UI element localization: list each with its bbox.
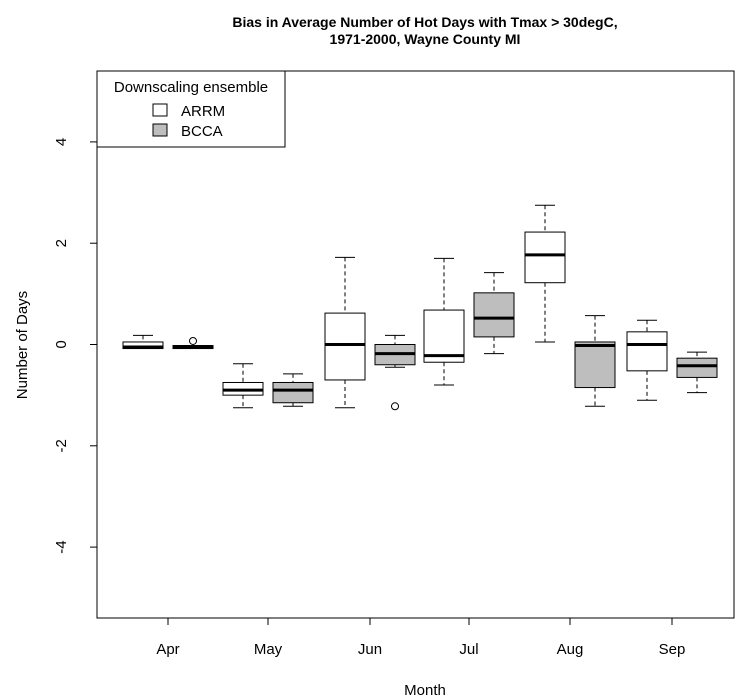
x-tick-label: Jul (459, 641, 478, 658)
y-axis-label: Number of Days (14, 291, 31, 399)
y-tick-label: -2 (53, 439, 70, 452)
chart-title: Bias in Average Number of Hot Days with … (232, 14, 617, 30)
box-bcca-apr (172, 336, 214, 350)
iqr-box (574, 341, 616, 389)
y-tick-label: 4 (53, 138, 70, 146)
box-bcca-may (272, 373, 314, 407)
y-tick-label: -4 (53, 540, 70, 553)
iqr-box (676, 357, 718, 378)
box-arrm-jul (423, 257, 465, 386)
iqr-box (473, 292, 515, 338)
x-tick-label: Jun (358, 641, 382, 658)
y-tick-label: 0 (53, 340, 70, 348)
boxes-group (122, 204, 718, 411)
box-bcca-aug (574, 315, 616, 407)
box-arrm-may (222, 363, 264, 409)
iqr-box (626, 331, 668, 372)
x-tick-label: Aug (557, 641, 584, 658)
outlier-point (189, 336, 197, 345)
x-tick-label: Apr (156, 641, 179, 658)
legend-box (96, 70, 286, 148)
box-bcca-jul (473, 272, 515, 355)
box-arrm-aug (524, 204, 566, 343)
box-bcca-jun (374, 334, 416, 411)
x-axis-label: Month (404, 682, 446, 699)
legend-swatch-bcca (152, 123, 168, 137)
box-bcca-sep (676, 351, 718, 394)
x-axis: Apr May Jun Jul Aug Sep (156, 618, 685, 658)
iqr-box (524, 231, 566, 284)
x-tick-label: Sep (659, 641, 686, 658)
iqr-box (423, 309, 465, 363)
legend-label-arrm: ARRM (181, 103, 225, 120)
legend-label-bcca: BCCA (181, 123, 223, 140)
box-arrm-sep (626, 319, 668, 401)
x-tick-label: May (254, 641, 283, 658)
chart-subtitle: 1971-2000, Wayne County MI (330, 31, 521, 47)
outlier-point (391, 402, 399, 411)
box-arrm-apr (122, 334, 164, 350)
legend-swatch-arrm (152, 103, 168, 117)
y-axis: -4 -2 0 2 4 (53, 138, 97, 554)
iqr-box (122, 341, 164, 350)
iqr-box (272, 381, 314, 404)
y-tick-label: 2 (53, 239, 70, 247)
legend-title: Downscaling ensemble (114, 79, 268, 96)
legend: Downscaling ensemble ARRM BCCA (96, 70, 286, 148)
box-arrm-jun (324, 256, 366, 409)
iqr-box (324, 312, 366, 381)
